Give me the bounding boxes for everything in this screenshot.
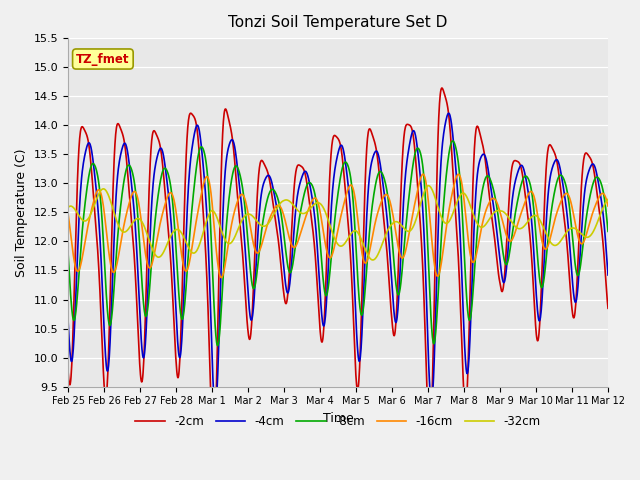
-8cm	[493, 205, 500, 211]
-32cm	[541, 228, 548, 233]
-8cm	[171, 229, 179, 235]
-4cm	[245, 301, 253, 307]
-16cm	[419, 171, 427, 177]
-8cm	[245, 251, 253, 256]
-16cm	[184, 264, 192, 270]
-32cm	[184, 244, 192, 250]
-2cm	[438, 85, 445, 91]
-32cm	[604, 196, 612, 202]
Line: -2cm: -2cm	[68, 88, 608, 445]
-16cm	[64, 210, 72, 216]
Line: -32cm: -32cm	[68, 186, 608, 260]
-16cm	[604, 203, 612, 209]
-16cm	[541, 246, 548, 252]
-32cm	[369, 257, 376, 263]
-8cm	[214, 343, 221, 348]
-4cm	[64, 316, 72, 322]
-4cm	[445, 110, 452, 116]
-8cm	[604, 228, 612, 234]
-32cm	[493, 208, 500, 214]
-4cm	[493, 230, 500, 236]
Title: Tonzi Soil Temperature Set D: Tonzi Soil Temperature Set D	[228, 15, 448, 30]
-4cm	[604, 272, 612, 278]
-16cm	[171, 202, 179, 208]
-2cm	[64, 368, 72, 373]
-2cm	[184, 120, 192, 126]
-2cm	[171, 341, 179, 347]
-8cm	[184, 255, 192, 261]
-4cm	[541, 250, 548, 255]
-2cm	[422, 357, 430, 363]
-8cm	[541, 271, 548, 277]
-16cm	[422, 182, 430, 188]
-2cm	[541, 197, 548, 203]
-32cm	[424, 183, 432, 189]
-2cm	[210, 442, 218, 448]
-4cm	[184, 189, 192, 195]
Line: -4cm: -4cm	[68, 113, 608, 407]
-4cm	[171, 288, 179, 294]
-4cm	[211, 404, 219, 410]
X-axis label: Time: Time	[323, 412, 353, 425]
Text: TZ_fmet: TZ_fmet	[76, 52, 130, 65]
-16cm	[493, 200, 500, 205]
-2cm	[245, 335, 253, 341]
-8cm	[422, 206, 430, 212]
-32cm	[171, 228, 179, 233]
-8cm	[64, 250, 72, 255]
-16cm	[245, 215, 253, 221]
Legend: -2cm, -4cm, -8cm, -16cm, -32cm: -2cm, -4cm, -8cm, -16cm, -32cm	[131, 410, 545, 433]
Line: -16cm: -16cm	[68, 174, 608, 277]
-4cm	[422, 282, 430, 288]
-2cm	[604, 305, 612, 311]
-32cm	[64, 204, 72, 210]
-16cm	[218, 275, 225, 280]
-2cm	[493, 257, 500, 263]
Line: -8cm: -8cm	[68, 141, 608, 346]
Y-axis label: Soil Temperature (C): Soil Temperature (C)	[15, 148, 28, 276]
-8cm	[449, 138, 456, 144]
-32cm	[244, 211, 252, 217]
-32cm	[422, 185, 430, 191]
